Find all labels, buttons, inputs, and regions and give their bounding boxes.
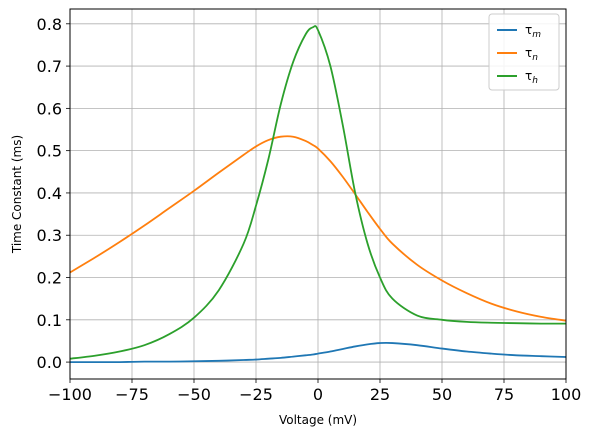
x-tick-label: −25 (239, 385, 273, 404)
legend-label-subscript: h (532, 76, 538, 86)
legend-label-subscript: n (532, 53, 538, 63)
series-line-tau-h (69, 25, 567, 360)
y-tick-label: 0.5 (37, 142, 62, 161)
y-tick-label: 0.0 (37, 353, 62, 372)
x-tick-label: 25 (370, 385, 390, 404)
legend-box (488, 13, 560, 91)
y-tick-label: 0.3 (37, 226, 62, 245)
legend-entry-tau-m: τm (525, 23, 541, 40)
legend-label-subscript: m (532, 30, 541, 40)
y-tick-label: 0.8 (37, 15, 62, 34)
legend-entry-tau-n: τn (525, 46, 538, 63)
series-line-tau-m (69, 341, 567, 364)
x-axis-label: Voltage (mV) (279, 413, 357, 427)
legend-entry-tau-h: τh (525, 69, 538, 86)
x-tick-label: 100 (551, 385, 582, 404)
x-tick-label: −50 (177, 385, 211, 404)
x-tick-label: 0 (313, 385, 323, 404)
legend-label: τ (525, 69, 532, 83)
x-axis-ticks: −100 −75 −50 −25 0 25 50 75 100 (48, 379, 581, 404)
y-axis-ticks: 0.0 0.1 0.2 0.3 0.4 0.5 0.6 0.7 0.8 (37, 15, 70, 372)
y-tick-label: 0.2 (37, 269, 62, 288)
series-line-tau-n (69, 135, 567, 322)
x-tick-label: 50 (432, 385, 452, 404)
legend-label: τ (525, 46, 532, 60)
legend-label: τ (525, 23, 532, 37)
y-tick-label: 0.7 (37, 57, 62, 76)
y-tick-label: 0.1 (37, 311, 62, 330)
x-tick-label: 75 (494, 385, 514, 404)
x-tick-label: −100 (48, 385, 92, 404)
series-lines (69, 25, 567, 364)
x-tick-label: −75 (115, 385, 149, 404)
y-tick-label: 0.6 (37, 99, 62, 118)
y-axis-label: Time Constant (ms) (10, 135, 24, 254)
y-tick-label: 0.4 (37, 184, 62, 203)
